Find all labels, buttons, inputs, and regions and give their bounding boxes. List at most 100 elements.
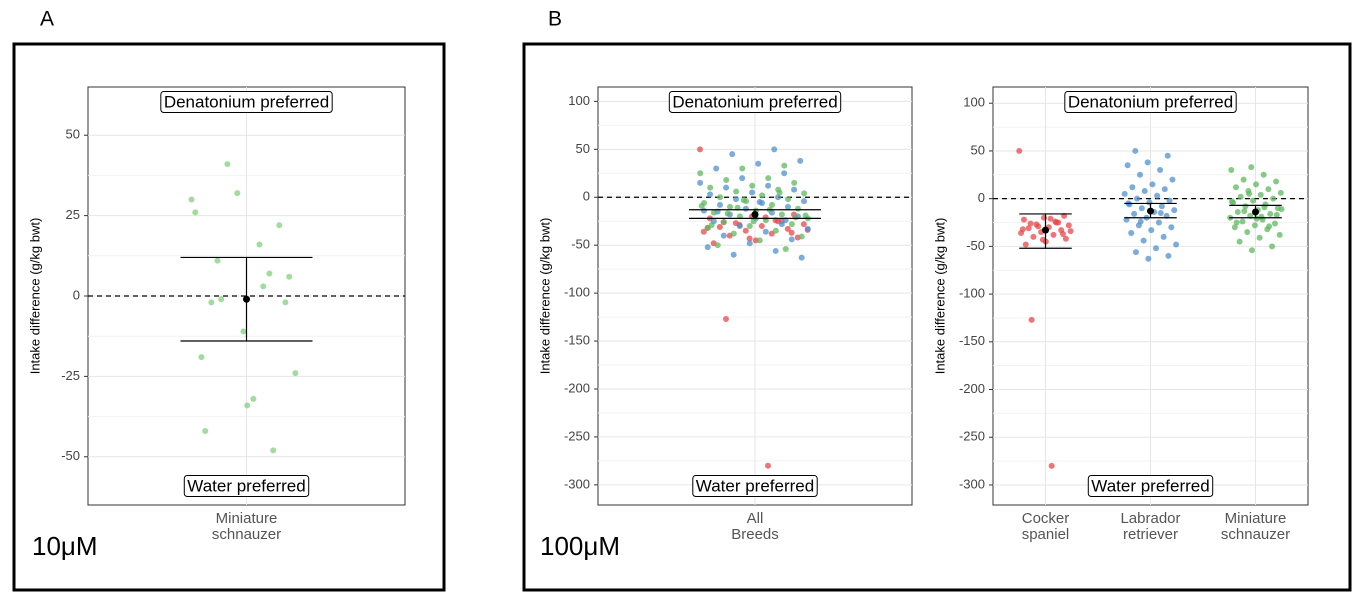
data-point <box>1134 195 1141 202</box>
annotation: Denatonium preferred <box>1068 92 1233 111</box>
y-tick-label: 100 <box>568 93 590 108</box>
data-point <box>1016 147 1023 154</box>
data-point <box>1277 189 1284 196</box>
data-point <box>1173 241 1180 248</box>
data-point <box>1164 152 1171 159</box>
mean-point <box>243 295 250 303</box>
x-tick-label-box: All Breeds <box>731 511 779 543</box>
data-point <box>214 257 221 264</box>
data-point <box>707 184 714 191</box>
data-point <box>739 165 746 172</box>
y-tick-label: -100 <box>959 286 985 301</box>
data-point <box>733 196 740 203</box>
data-point <box>758 223 765 230</box>
data-point <box>736 223 743 230</box>
data-point <box>1144 159 1151 166</box>
annotation: Denatonium preferred <box>672 92 837 111</box>
data-point <box>791 186 798 193</box>
data-point <box>1240 176 1247 183</box>
data-point <box>749 182 756 189</box>
data-point <box>1231 224 1238 231</box>
data-point <box>192 209 199 216</box>
data-point <box>234 190 241 197</box>
data-point <box>1132 249 1139 256</box>
data-point <box>804 225 811 232</box>
data-point <box>188 196 195 203</box>
data-point <box>740 197 747 204</box>
data-point <box>724 210 731 217</box>
data-point <box>1020 216 1027 223</box>
data-point <box>765 175 772 182</box>
data-point <box>697 170 704 177</box>
data-point <box>1265 186 1272 193</box>
data-point <box>1157 209 1164 216</box>
data-point <box>1131 210 1138 217</box>
data-point <box>704 244 711 251</box>
data-point <box>1236 238 1243 245</box>
data-point <box>1128 230 1135 237</box>
data-point <box>208 299 215 306</box>
data-point <box>1137 171 1144 178</box>
y-tick-label: 25 <box>66 207 80 222</box>
data-point <box>1257 191 1264 198</box>
y-tick-label: 0 <box>978 190 985 205</box>
data-point <box>1129 184 1136 191</box>
data-point <box>713 165 720 172</box>
data-point <box>1271 220 1278 227</box>
data-point <box>697 179 704 186</box>
data-point <box>1025 225 1032 232</box>
data-point <box>1241 208 1248 215</box>
data-point <box>1273 178 1280 185</box>
annotation: Denatonium preferred <box>164 92 329 111</box>
data-point <box>707 191 714 198</box>
data-point <box>1019 226 1026 233</box>
data-point <box>785 196 792 203</box>
data-point <box>788 229 795 236</box>
data-point <box>1137 218 1144 225</box>
data-point <box>1028 316 1035 323</box>
x-tick-label: Miniature schnauzer <box>1220 511 1291 543</box>
mean-point <box>1147 207 1154 215</box>
data-point <box>781 170 788 177</box>
data-point <box>782 246 789 253</box>
data-point <box>788 221 795 228</box>
data-point <box>1256 234 1263 241</box>
data-point <box>1237 193 1244 200</box>
data-point <box>733 188 740 195</box>
x-tick-label: Miniature schnauzer <box>211 511 282 543</box>
data-point <box>771 146 778 153</box>
data-point <box>772 227 779 234</box>
data-point <box>1039 236 1046 243</box>
y-tick-label: -150 <box>959 333 985 348</box>
data-point <box>1160 233 1167 240</box>
data-point <box>1048 462 1055 469</box>
data-point <box>1158 203 1165 210</box>
y-tick-label: 0 <box>583 189 590 204</box>
data-point <box>202 428 209 435</box>
y-tick-label: -250 <box>564 428 590 443</box>
data-point <box>1030 233 1037 240</box>
y-tick-label: -25 <box>61 368 80 383</box>
y-tick-label: -300 <box>959 476 985 491</box>
data-point <box>1246 190 1253 197</box>
y-tick-label: -200 <box>564 380 590 395</box>
data-point <box>276 222 283 229</box>
data-point <box>1239 218 1246 225</box>
data-point <box>772 247 779 254</box>
data-point <box>746 240 753 247</box>
data-point <box>1154 192 1161 199</box>
annotation-box <box>1064 90 1237 113</box>
data-point <box>1228 198 1235 205</box>
y-tick-label: 50 <box>971 142 985 157</box>
data-point <box>1278 206 1285 213</box>
data-point <box>1157 167 1164 174</box>
data-point <box>1161 186 1168 193</box>
data-point <box>730 230 737 237</box>
data-point <box>1050 231 1057 238</box>
data-point <box>765 182 772 189</box>
mean-point <box>1042 226 1049 234</box>
data-point <box>1027 220 1034 227</box>
data-point <box>716 201 723 208</box>
annotation-box <box>160 90 333 113</box>
data-point <box>722 316 729 323</box>
